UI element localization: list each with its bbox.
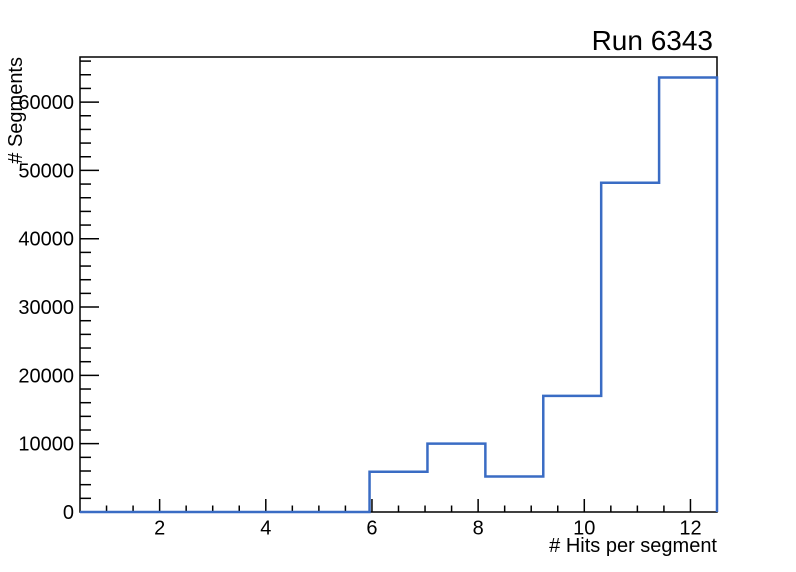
y-tick-label: 60000 — [18, 92, 74, 114]
y-tick-label: 50000 — [18, 160, 74, 182]
histogram-line — [80, 76, 719, 514]
x-tick-label: 4 — [260, 518, 271, 540]
y-tick-label: 0 — [63, 502, 74, 524]
plot-frame — [79, 56, 718, 513]
x-tick-label: 10 — [573, 518, 595, 540]
x-tick-label: 6 — [366, 518, 377, 540]
x-tick-label: 8 — [473, 518, 484, 540]
x-tick-label: 2 — [154, 518, 165, 540]
plot-area: 2 4 6 8 10 12 0 10000 20000 30000 40000 50000 60000 — [18, 56, 719, 540]
y-tick-label: 10000 — [18, 434, 74, 456]
y-tick-label: 20000 — [18, 365, 74, 387]
x-tick-label: 12 — [679, 518, 701, 540]
x-axis-title: # Hits per segment — [549, 535, 717, 557]
y-tick-label: 40000 — [18, 229, 74, 251]
y-axis-title: # Segments — [5, 57, 27, 164]
y-tick-label: 30000 — [18, 297, 74, 319]
plot-title: Run 6343 — [592, 25, 713, 56]
